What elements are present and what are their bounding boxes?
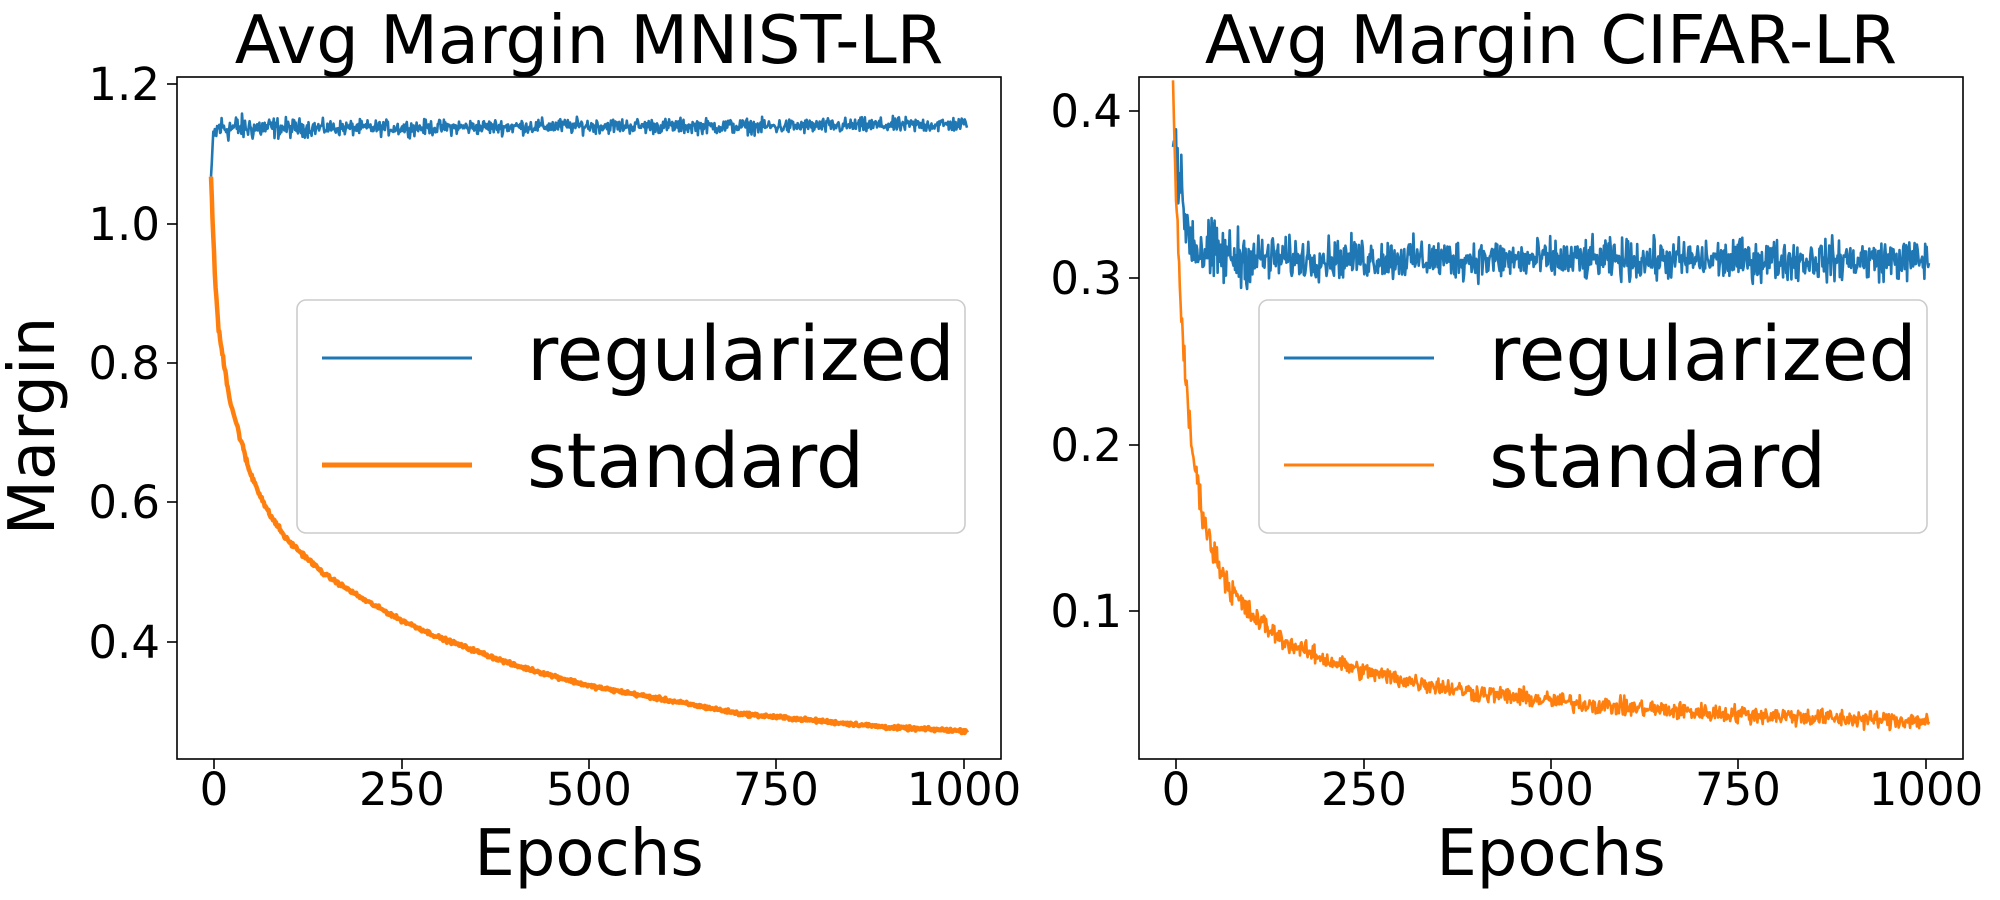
legend: regularized standard [1258,299,1928,534]
series-line-standard [1171,80,1931,732]
x-tick-label: 750 [733,763,819,816]
series-lines [208,112,970,736]
legend-label-standard: standard [1489,416,1826,505]
y-tick-label: 0.6 [88,476,160,529]
series-lines [1171,80,1931,732]
y-tick-label: 0.1 [1050,585,1122,638]
y-ticks: 0.4 0.6 0.8 1.0 1.2 [88,58,177,669]
y-ticks: 0.1 0.2 0.3 0.4 [1050,85,1139,638]
y-tick-label: 0.8 [88,337,160,390]
x-tick-label: 750 [1695,763,1781,816]
y-axis-label: Margin [0,317,70,536]
y-tick-label: 1.0 [88,198,160,251]
legend: regularized standard [296,299,966,534]
chart-mnist: Avg Margin MNIST-LR 0 250 500 750 1000 [88,1,1021,891]
plot-area: 0 250 500 750 1000 0.4 0.6 0.8 1.0 1.2 [88,58,1021,816]
y-tick-label: 0.4 [88,616,160,669]
legend-label-standard: standard [527,416,864,505]
y-tick-label: 0.2 [1050,419,1122,472]
y-tick-label: 0.3 [1050,252,1122,305]
chart-title: Avg Margin MNIST-LR [235,1,944,79]
plot-area: 0 250 500 750 1000 0.1 0.2 0.3 0.4 [1050,76,1984,816]
x-tick-label: 500 [1508,763,1594,816]
x-ticks: 0 250 500 750 1000 [1162,759,1984,816]
y-tick-label: 1.2 [88,58,160,111]
x-axis-label: Epochs [1436,817,1665,891]
x-tick-label: 250 [1321,763,1407,816]
y-tick-label: 0.4 [1050,85,1122,138]
chart-cifar: Avg Margin CIFAR-LR 0 250 500 750 1000 [1050,1,1983,891]
legend-label-regularized: regularized [527,309,955,398]
series-line-regularized [209,112,969,177]
x-tick-label: 1000 [1869,763,1984,816]
x-tick-label: 1000 [907,763,1022,816]
x-tick-label: 250 [359,763,445,816]
chart-title: Avg Margin CIFAR-LR [1205,1,1897,79]
x-tick-label: 500 [546,763,632,816]
legend-label-regularized: regularized [1489,309,1917,398]
x-ticks: 0 250 500 750 1000 [200,759,1022,816]
x-tick-label: 0 [200,763,229,816]
series-line-standard [208,176,970,736]
series-line-regularized [1171,128,1931,291]
x-axis-label: Epochs [474,817,703,891]
x-tick-label: 0 [1162,763,1191,816]
